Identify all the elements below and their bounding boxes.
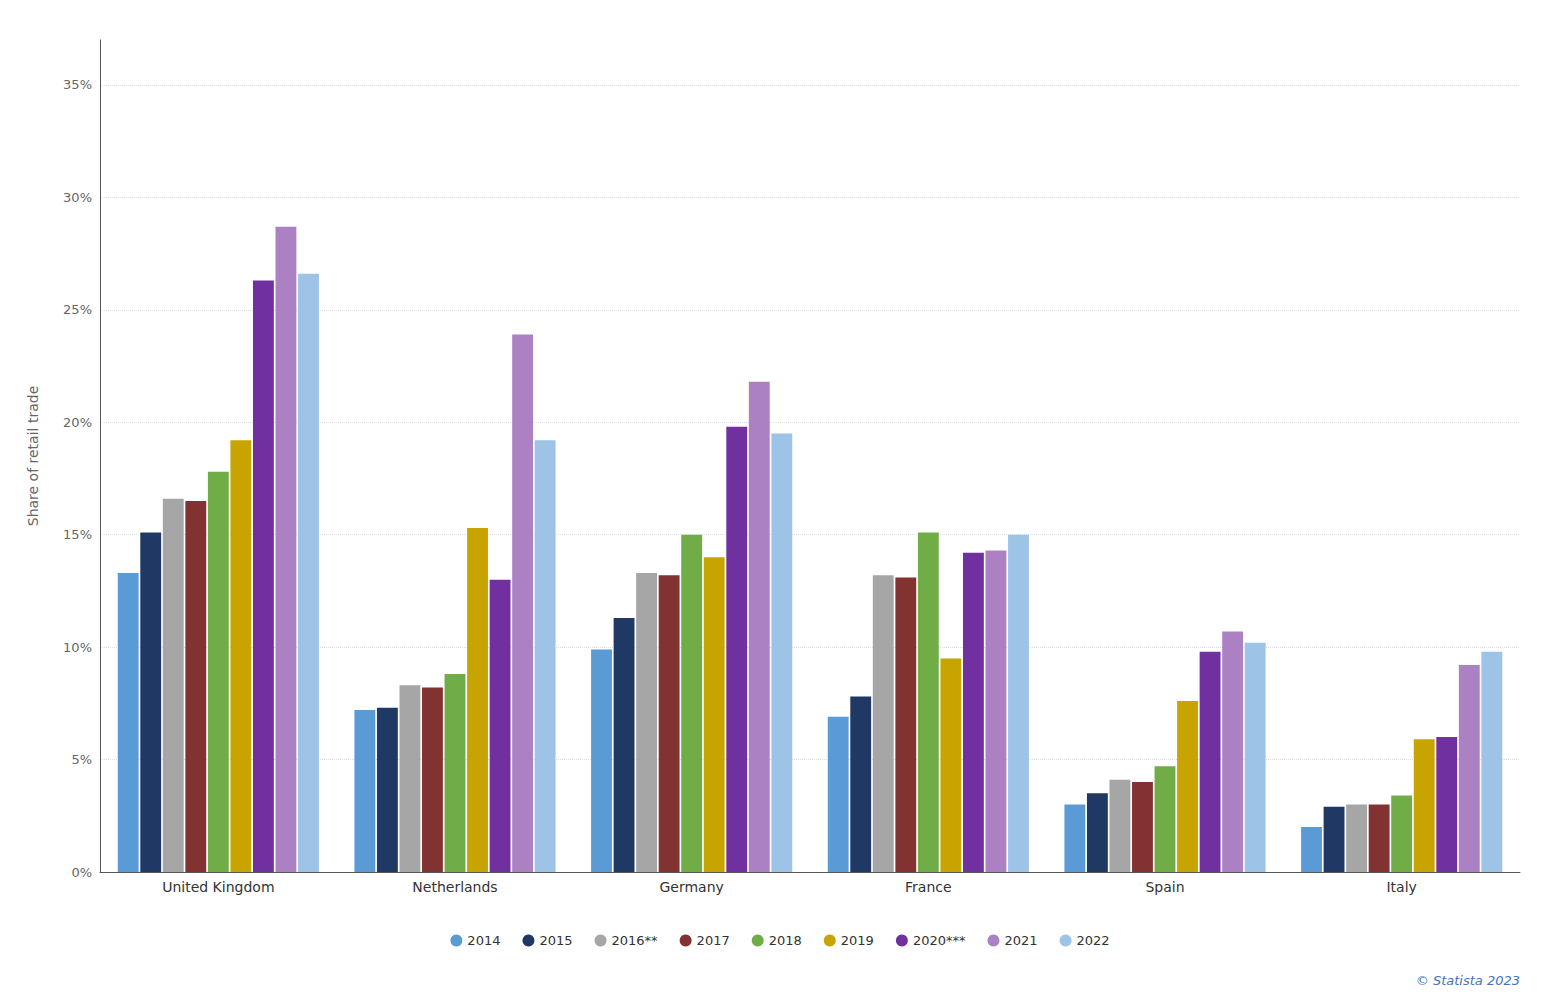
svg-text:35%: 35%: [63, 77, 92, 92]
svg-text:2016**: 2016**: [612, 933, 659, 948]
svg-text:25%: 25%: [63, 302, 92, 317]
svg-text:Share of retail trade: Share of retail trade: [25, 386, 41, 526]
svg-text:Netherlands: Netherlands: [412, 879, 497, 895]
svg-text:2015: 2015: [539, 933, 572, 948]
svg-text:© Statista 2023: © Statista 2023: [1416, 973, 1520, 988]
svg-text:10%: 10%: [63, 640, 92, 655]
svg-text:15%: 15%: [63, 527, 92, 542]
svg-text:2022: 2022: [1077, 933, 1110, 948]
svg-text:Italy: Italy: [1386, 879, 1416, 895]
svg-text:2014: 2014: [467, 933, 500, 948]
svg-text:5%: 5%: [71, 752, 92, 767]
svg-text:Spain: Spain: [1145, 879, 1184, 895]
svg-text:2020***: 2020***: [913, 933, 966, 948]
svg-text:30%: 30%: [63, 190, 92, 205]
svg-text:France: France: [905, 879, 952, 895]
svg-text:Germany: Germany: [659, 879, 723, 895]
svg-text:2021: 2021: [1004, 933, 1037, 948]
svg-text:20%: 20%: [63, 415, 92, 430]
svg-text:0%: 0%: [71, 865, 92, 880]
svg-text:United Kingdom: United Kingdom: [162, 879, 274, 895]
svg-text:2019: 2019: [841, 933, 874, 948]
svg-text:2018: 2018: [769, 933, 802, 948]
svg-text:2017: 2017: [697, 933, 730, 948]
